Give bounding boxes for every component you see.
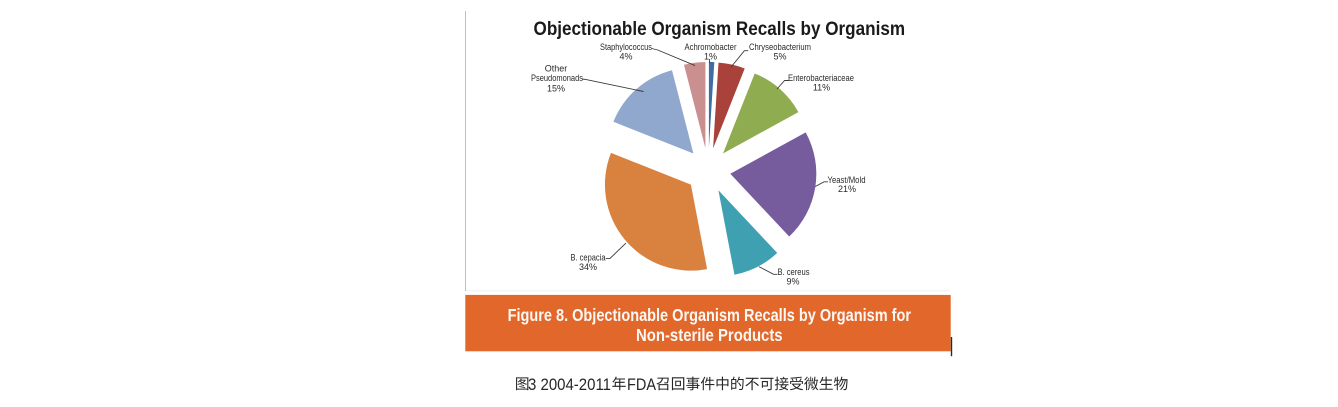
svg-text:B. cereus: B. cereus xyxy=(778,267,810,277)
svg-text:Non-sterile Products: Non-sterile Products xyxy=(636,325,783,345)
svg-text:Pseudomonads: Pseudomonads xyxy=(531,73,583,83)
svg-text:34%: 34% xyxy=(579,262,597,272)
svg-text:1%: 1% xyxy=(704,52,717,62)
svg-text:Objectionable Organism Recalls: Objectionable Organism Recalls by Organi… xyxy=(534,19,906,40)
svg-text:Figure 8. Objectionable Organi: Figure 8. Objectionable Organism Recalls… xyxy=(508,305,912,325)
svg-text:21%: 21% xyxy=(838,184,856,194)
svg-text:9%: 9% xyxy=(786,277,799,287)
svg-text:4%: 4% xyxy=(619,52,632,62)
svg-text:B. cepacia: B. cepacia xyxy=(571,252,606,262)
svg-text:11%: 11% xyxy=(813,82,830,92)
svg-text:Achromobacter: Achromobacter xyxy=(685,42,737,52)
svg-text:Staphylococcus: Staphylococcus xyxy=(600,42,652,52)
svg-text:FDA: FDA xyxy=(627,375,657,394)
svg-text:Yeast/Mold: Yeast/Mold xyxy=(828,175,866,185)
svg-text:Other: Other xyxy=(545,64,568,74)
svg-text:15%: 15% xyxy=(547,83,565,93)
svg-text:Enterobacteriaceae: Enterobacteriaceae xyxy=(788,73,854,83)
svg-text:3 2004-2011: 3 2004-2011 xyxy=(528,375,611,394)
svg-text:Chryseobacterium: Chryseobacterium xyxy=(749,42,811,52)
svg-text:5%: 5% xyxy=(773,52,786,62)
